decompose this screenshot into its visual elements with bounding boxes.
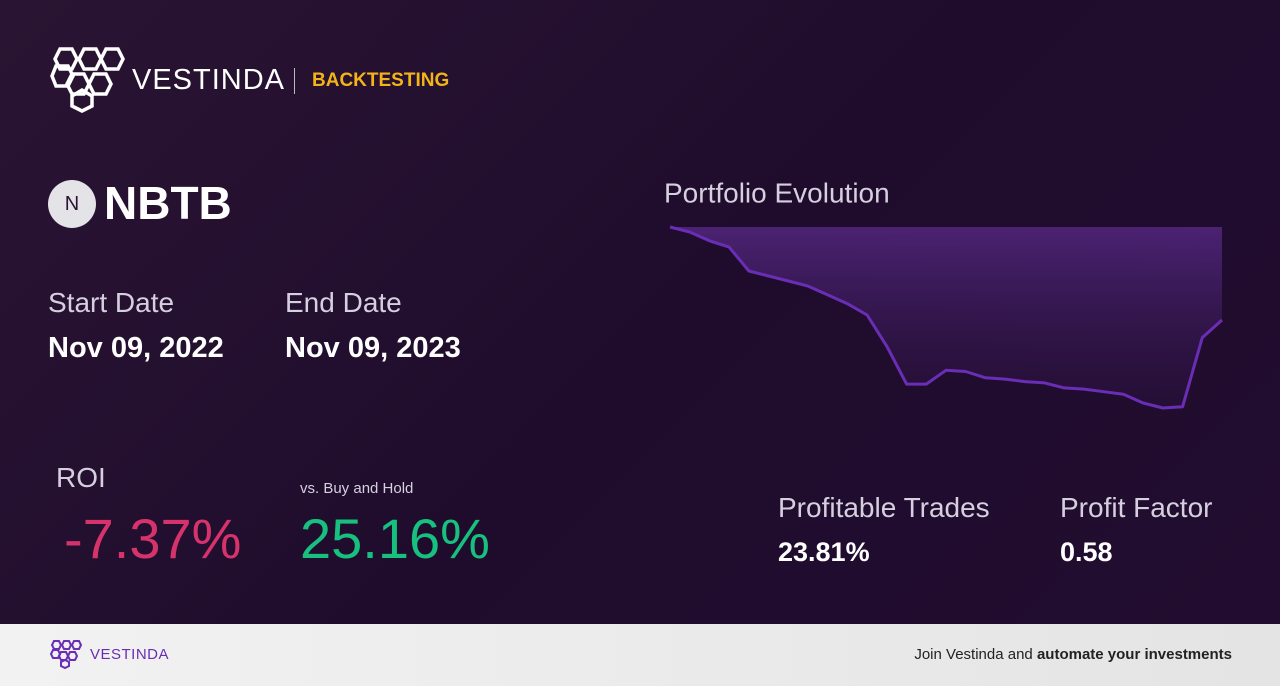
roi-label: ROI: [56, 462, 106, 493]
factor-value: 0.58: [1060, 537, 1113, 567]
vs-value: 25.16%: [300, 507, 490, 570]
cta-text: Join Vestinda and: [914, 646, 1033, 663]
ticker-icon: N: [48, 180, 96, 228]
roi-value: -7.37%: [64, 507, 242, 570]
footer-brand: VESTINDA: [90, 646, 170, 663]
brand: VESTINDA: [132, 64, 286, 96]
footer-logo: [49, 640, 83, 670]
profitable-label: Profitable Trades: [778, 492, 990, 523]
end-value: Nov 09, 2023: [285, 332, 461, 364]
factor-label: Profit Factor: [1060, 492, 1213, 523]
logo: [50, 47, 125, 113]
vs-label: vs. Buy and Hold: [300, 480, 414, 497]
footer: VESTINDA Join Vestinda and automate your…: [0, 624, 1280, 686]
line: [669, 225, 1223, 410]
chart: Portfolio Evolution: [664, 177, 1223, 410]
cta-bold: automate your investments: [1036, 646, 1232, 663]
start-label: Start Date: [48, 287, 175, 318]
area: [670, 227, 1222, 408]
divider: [294, 68, 295, 94]
section: BACKTESTING: [312, 70, 450, 91]
ticker: NBTB: [104, 177, 232, 229]
chart-title: Portfolio Evolution: [664, 177, 890, 208]
end-label: End Date: [285, 287, 402, 318]
profitable-value: 23.81%: [778, 537, 870, 567]
cta: Join Vestinda and automate your investme…: [914, 646, 1232, 663]
start-value: Nov 09, 2022: [48, 332, 224, 364]
